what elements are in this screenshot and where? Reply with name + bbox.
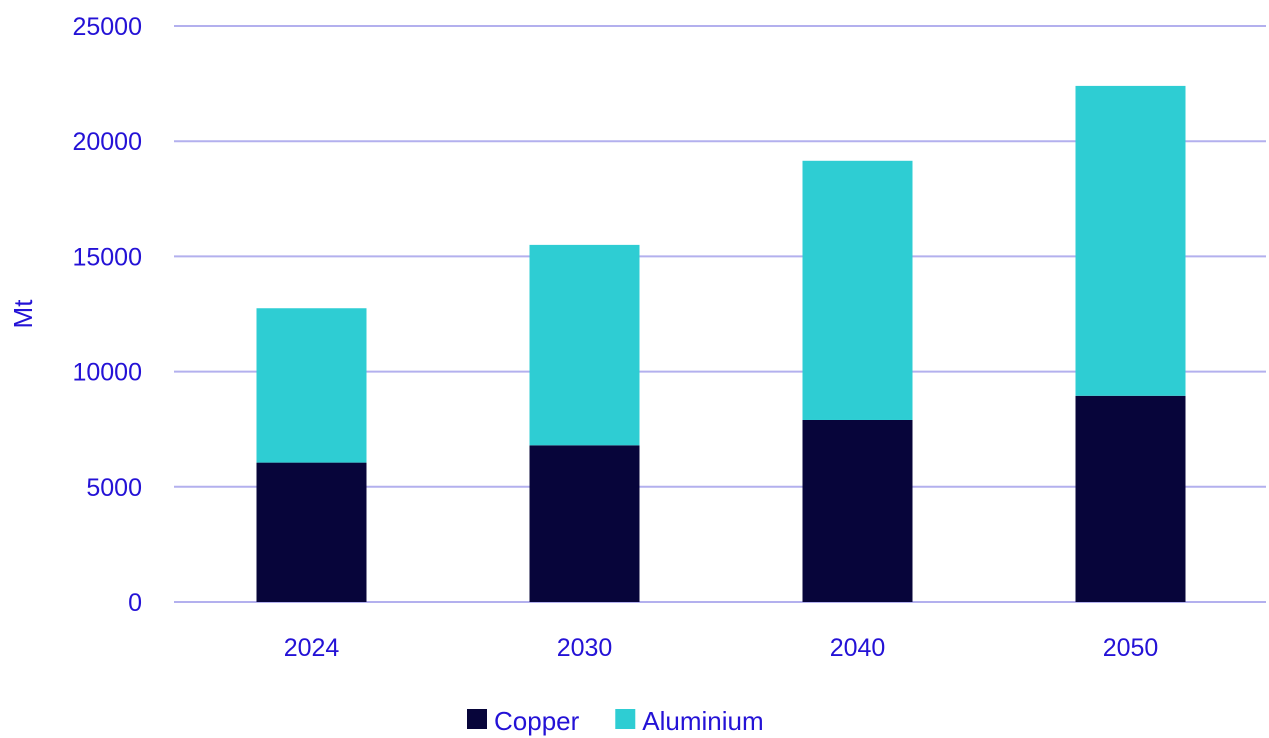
legend-swatch-aluminium — [615, 709, 636, 729]
bar-copper-2024 — [256, 462, 367, 602]
bar-aluminium-2040 — [802, 160, 913, 420]
y-tick-label: 20000 — [72, 128, 142, 156]
bars — [256, 85, 1186, 602]
bar-copper-2050 — [1075, 395, 1186, 602]
bar-copper-2040 — [802, 419, 913, 602]
legend-label-aluminium: Aluminium — [642, 706, 763, 736]
x-tick-label: 2040 — [830, 634, 886, 662]
y-axis-title: Mt — [8, 299, 38, 329]
y-tick-label: 25000 — [72, 13, 142, 41]
legend: Copper Aluminium — [467, 706, 764, 736]
bar-aluminium-2030 — [529, 244, 640, 446]
y-tick-label: 0 — [128, 589, 142, 617]
y-tick-label: 5000 — [86, 474, 142, 502]
x-tick-label: 2030 — [557, 634, 613, 662]
y-axis-ticks: 0 5000 10000 15000 20000 25000 — [72, 13, 142, 617]
bar-aluminium-2050 — [1075, 85, 1186, 396]
x-tick-label: 2024 — [284, 634, 340, 662]
x-tick-label: 2050 — [1103, 634, 1159, 662]
bar-aluminium-2024 — [256, 308, 367, 463]
y-tick-label: 15000 — [72, 243, 142, 271]
y-tick-label: 10000 — [72, 359, 142, 387]
legend-swatch-copper — [467, 709, 487, 729]
x-axis-ticks: 2024 2030 2040 2050 — [284, 634, 1159, 662]
legend-label-copper: Copper — [494, 706, 580, 736]
bar-copper-2030 — [529, 445, 640, 602]
